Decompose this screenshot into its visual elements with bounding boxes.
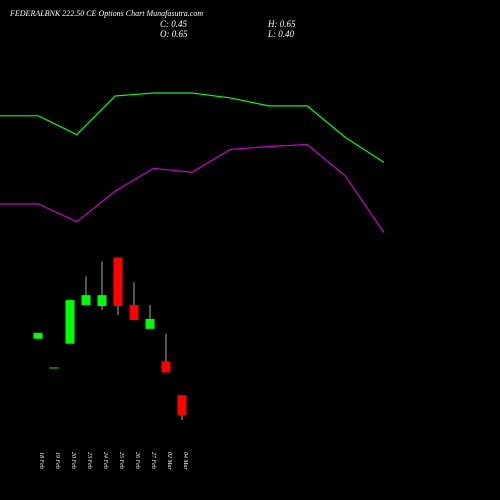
candle-body (145, 318, 155, 329)
info-close: C: 0.45 (160, 19, 188, 29)
x-tick-label: 18 Feb (38, 452, 44, 469)
x-tick-label: 19 Feb (54, 452, 60, 469)
candle-body (97, 295, 107, 307)
info-open: O: 0.65 (160, 29, 188, 39)
candle-body (65, 300, 75, 344)
x-tick-label: 25 Feb (118, 452, 124, 469)
candle-body (177, 395, 187, 416)
info-low: L: 0.40 (267, 29, 295, 39)
x-tick-label: 02 Mar (166, 452, 172, 470)
indicator-line (0, 92, 385, 163)
x-tick-label: 23 Feb (86, 452, 92, 469)
indicator-line (0, 143, 385, 234)
candle-body (129, 305, 139, 320)
x-tick-label: 24 Feb (102, 452, 109, 469)
candle-body (49, 367, 59, 369)
x-tick-label: 20 Feb (70, 452, 76, 469)
x-tick-label: 27 Feb (150, 452, 156, 469)
chart-title: FEDERALBNK 222.50 CE Options Chart Munaf… (9, 9, 203, 18)
candle-body (161, 361, 171, 373)
candle-body (33, 332, 43, 339)
candle-body (113, 257, 123, 307)
candle-body (81, 295, 91, 306)
info-high: H: 0.65 (267, 19, 296, 29)
x-tick-label: 04 Mar (182, 452, 189, 470)
x-tick-label: 26 Feb (134, 452, 140, 469)
